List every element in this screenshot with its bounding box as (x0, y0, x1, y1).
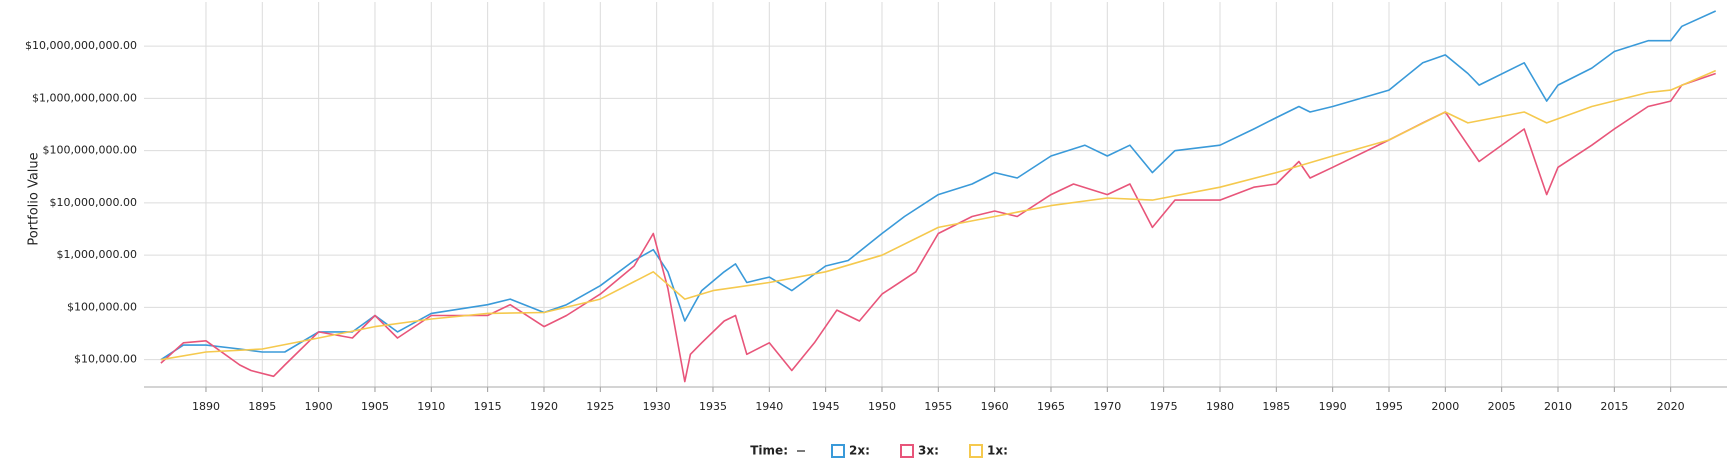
y-tick-label: $1,000,000.00 (57, 248, 137, 261)
series-line (160, 72, 1716, 383)
legend-swatch (900, 444, 914, 458)
x-tick-label: 1980 (1206, 400, 1234, 413)
x-tick-label: 2015 (1600, 400, 1628, 413)
legend-label: 1x: (987, 444, 1008, 458)
x-tick-label: 1995 (1375, 400, 1403, 413)
x-tick-label: 2010 (1544, 400, 1572, 413)
legend-label: 2x: (849, 444, 870, 458)
x-tick-label: 1895 (248, 400, 276, 413)
x-tick-label: 1910 (417, 400, 445, 413)
x-tick-label: 1930 (643, 400, 671, 413)
legend-swatch (831, 444, 845, 458)
x-tick-label: 1940 (755, 400, 783, 413)
x-tick-label: 1945 (812, 400, 840, 413)
x-tick-label: 1935 (699, 400, 727, 413)
x-tick-label: 1990 (1319, 400, 1347, 413)
series-line (160, 10, 1717, 361)
series-line (160, 69, 1717, 361)
x-tick-label: 1985 (1262, 400, 1290, 413)
x-tick-label: 1900 (305, 400, 333, 413)
x-tick-label: 1955 (924, 400, 952, 413)
y-tick-label: $100,000.00 (67, 300, 137, 313)
y-tick-label: $10,000,000,000.00 (25, 39, 137, 52)
y-tick-label: $10,000.00 (74, 353, 137, 366)
legend-x-label: Time: (750, 444, 788, 458)
x-tick-label: 1970 (1093, 400, 1121, 413)
y-tick-label: $10,000,000.00 (50, 196, 137, 209)
y-tick-label: $100,000,000.00 (43, 144, 137, 157)
x-tick-label: 2020 (1657, 400, 1685, 413)
x-tick-label: 1890 (192, 400, 220, 413)
x-tick-label: 1960 (981, 400, 1009, 413)
x-tick-label: 1925 (586, 400, 614, 413)
x-tick-label: 2000 (1431, 400, 1459, 413)
x-tick-label: 1950 (868, 400, 896, 413)
legend-label: 3x: (918, 444, 939, 458)
x-tick-label: 1975 (1150, 400, 1178, 413)
x-tick-label: 1905 (361, 400, 389, 413)
y-tick-label: $1,000,000,000.00 (32, 91, 137, 104)
y-axis-title: Portfolio Value (27, 152, 42, 245)
x-tick-label: 2005 (1488, 400, 1516, 413)
legend-swatch (969, 444, 983, 458)
x-tick-label: 1920 (530, 400, 558, 413)
x-tick-label: 1915 (474, 400, 502, 413)
x-tick-label: 1965 (1037, 400, 1065, 413)
